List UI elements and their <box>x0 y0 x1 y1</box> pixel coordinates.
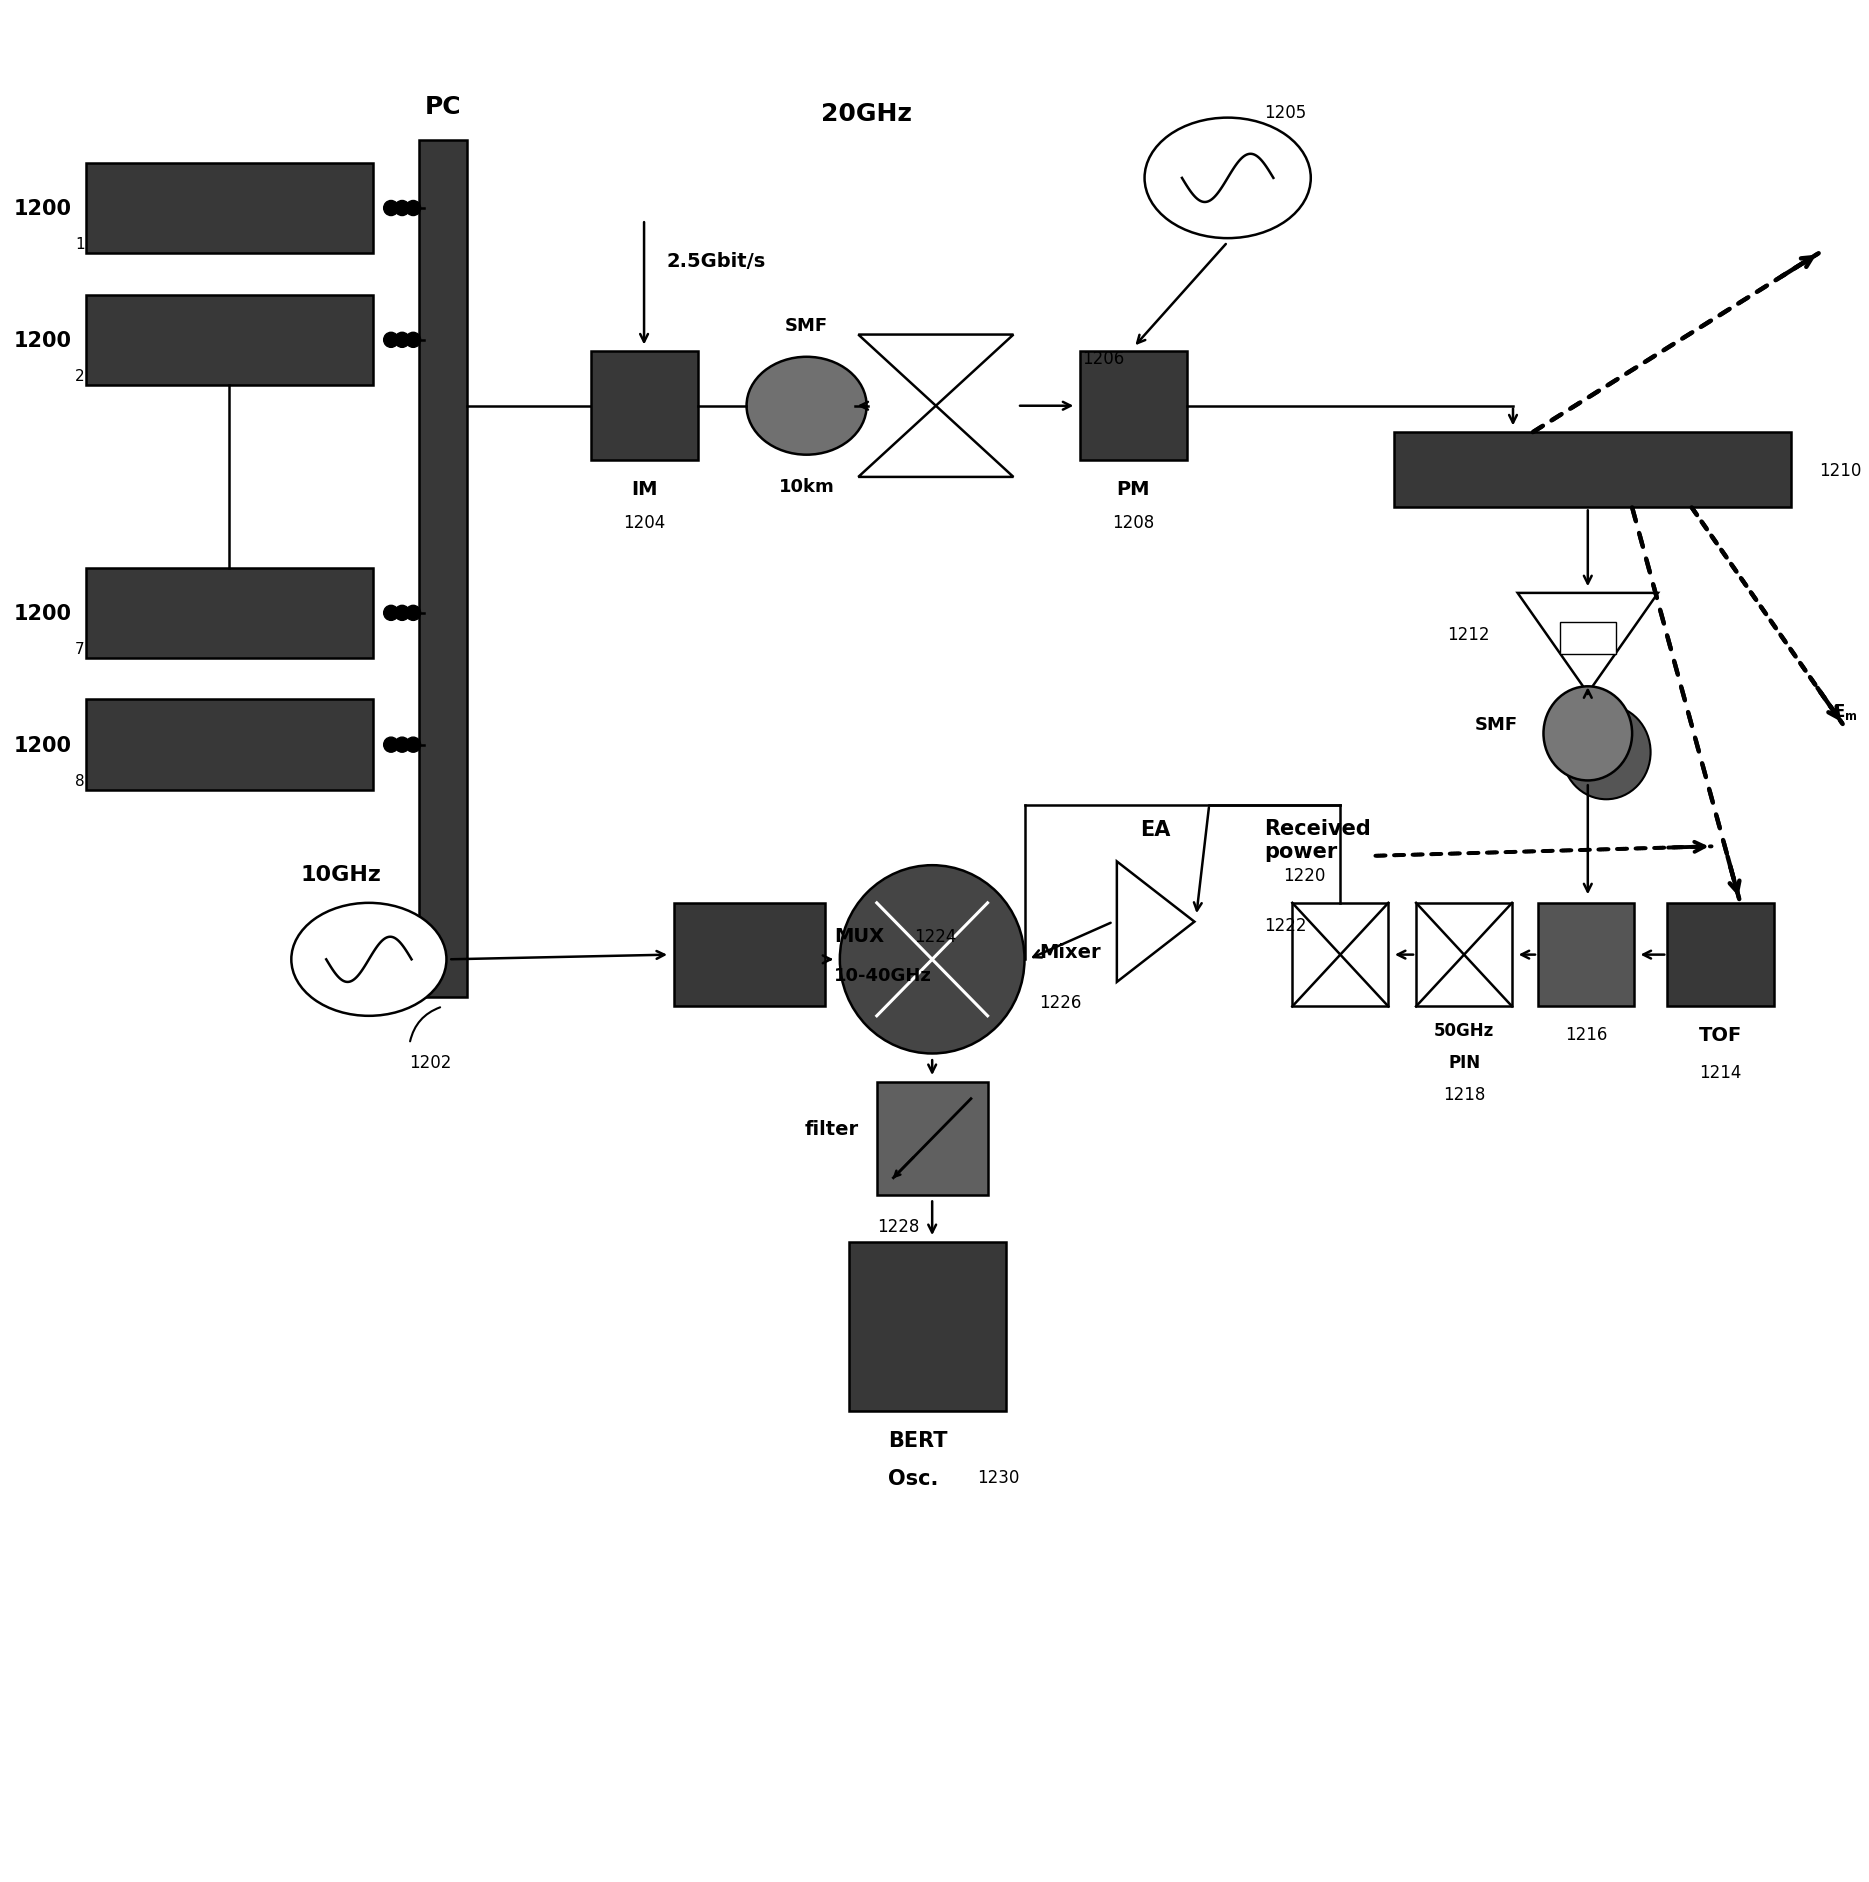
Text: 10-40GHz: 10-40GHz <box>834 967 933 984</box>
Text: 1220: 1220 <box>1284 866 1325 885</box>
Text: 8: 8 <box>75 774 84 789</box>
Ellipse shape <box>292 903 447 1016</box>
Circle shape <box>406 738 421 753</box>
Circle shape <box>394 201 409 216</box>
Text: 50GHz: 50GHz <box>1434 1022 1493 1041</box>
Circle shape <box>383 606 398 621</box>
Bar <box>1291 903 1389 1007</box>
Text: $\bf{E_m}$: $\bf{E_m}$ <box>1833 702 1858 721</box>
Circle shape <box>383 738 398 753</box>
Text: 20GHz: 20GHz <box>820 102 912 126</box>
Circle shape <box>394 738 409 753</box>
Text: SMF: SMF <box>1475 715 1518 734</box>
Text: SMF: SMF <box>785 316 828 335</box>
Text: EA: EA <box>1140 819 1170 839</box>
Bar <box>1538 903 1634 1007</box>
Bar <box>673 903 824 1007</box>
Text: 1218: 1218 <box>1443 1086 1486 1105</box>
Text: TOF: TOF <box>1699 1026 1742 1045</box>
Text: PC: PC <box>424 94 462 119</box>
Circle shape <box>406 201 421 216</box>
Circle shape <box>383 201 398 216</box>
Text: filter: filter <box>804 1120 858 1139</box>
Ellipse shape <box>1562 706 1650 800</box>
Ellipse shape <box>1144 119 1310 239</box>
Circle shape <box>406 333 421 348</box>
Bar <box>86 295 372 386</box>
Text: 7: 7 <box>75 642 84 657</box>
Text: PIN: PIN <box>1448 1054 1480 1073</box>
Text: BERT: BERT <box>888 1430 948 1451</box>
Text: 1208: 1208 <box>1112 514 1155 533</box>
Circle shape <box>383 333 398 348</box>
Bar <box>1417 903 1512 1007</box>
Text: 1214: 1214 <box>1699 1063 1742 1082</box>
Ellipse shape <box>746 358 867 455</box>
Text: Received
power: Received power <box>1265 819 1372 862</box>
Circle shape <box>394 606 409 621</box>
Text: Osc.: Osc. <box>888 1468 938 1489</box>
Text: 1224: 1224 <box>914 928 957 945</box>
Ellipse shape <box>1544 687 1632 781</box>
Text: 1226: 1226 <box>1039 994 1082 1013</box>
Circle shape <box>839 866 1024 1054</box>
Text: 1: 1 <box>75 237 84 252</box>
Bar <box>1080 352 1187 461</box>
Text: 2.5Gbit/s: 2.5Gbit/s <box>665 252 766 271</box>
Circle shape <box>406 606 421 621</box>
Bar <box>1394 433 1791 508</box>
Bar <box>86 568 372 659</box>
Bar <box>1667 903 1774 1007</box>
Text: MUX: MUX <box>834 928 884 947</box>
Text: 1200: 1200 <box>13 331 71 350</box>
Bar <box>877 1082 987 1195</box>
Text: 1216: 1216 <box>1564 1026 1607 1045</box>
Text: PM: PM <box>1118 480 1149 499</box>
Text: 2: 2 <box>75 369 84 384</box>
Text: 1230: 1230 <box>977 1468 1019 1487</box>
Circle shape <box>394 333 409 348</box>
Text: 1200: 1200 <box>13 199 71 218</box>
Bar <box>86 700 372 790</box>
Text: Mixer: Mixer <box>1039 943 1101 962</box>
Bar <box>419 141 467 997</box>
Text: 1200: 1200 <box>13 604 71 623</box>
Text: 1212: 1212 <box>1447 625 1490 644</box>
Text: 1200: 1200 <box>13 736 71 755</box>
Bar <box>1561 623 1617 655</box>
Text: 1202: 1202 <box>409 1054 452 1073</box>
Text: 1206: 1206 <box>1082 350 1125 369</box>
Bar <box>849 1242 1006 1412</box>
Text: 10km: 10km <box>779 478 834 497</box>
Bar <box>591 352 697 461</box>
Text: 1204: 1204 <box>622 514 665 533</box>
Text: 1205: 1205 <box>1265 104 1306 122</box>
Bar <box>86 164 372 254</box>
Text: IM: IM <box>632 480 658 499</box>
Text: 1222: 1222 <box>1265 917 1306 935</box>
Text: 10GHz: 10GHz <box>301 864 381 885</box>
Text: 1210: 1210 <box>1819 461 1862 480</box>
Text: 1228: 1228 <box>877 1218 920 1236</box>
